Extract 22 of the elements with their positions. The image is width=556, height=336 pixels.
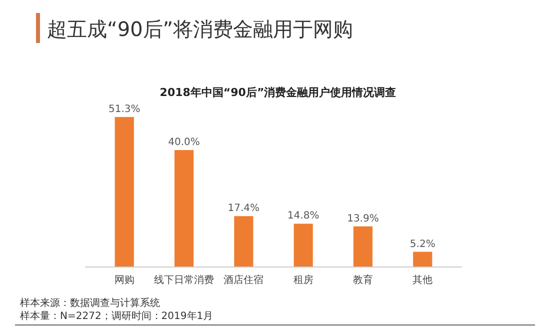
data-label: 14.8% bbox=[287, 210, 320, 222]
data-label: 51.3% bbox=[108, 104, 140, 115]
chart-subtitle: 2018年中国“90后”消费金融用户使用情况调查 bbox=[160, 86, 396, 99]
data-label: 5.2% bbox=[410, 238, 436, 250]
x-tick-label: 网购 bbox=[114, 275, 134, 286]
bar bbox=[114, 117, 134, 267]
data-label: 17.4% bbox=[228, 203, 260, 214]
x-tick-label: 线下日常消费 bbox=[154, 274, 214, 286]
x-tick-label: 租房 bbox=[293, 274, 314, 286]
chart-title: 超五成“90后”将消费金融用于网购 bbox=[47, 17, 354, 41]
x-tick-label: 教育 bbox=[352, 274, 373, 286]
data-label: 13.9% bbox=[347, 213, 379, 224]
text: 样本来源：数据调查与计算系统 bbox=[20, 297, 160, 309]
x-tick-label: 酒店住宿 bbox=[224, 274, 264, 286]
text: 样本量：N=2272；调研时间：2019年1月 bbox=[20, 310, 214, 322]
data-label: 40.0% bbox=[168, 137, 200, 148]
bar bbox=[353, 226, 373, 267]
x-tick-label: 其他 bbox=[412, 274, 433, 286]
bar bbox=[234, 216, 254, 267]
bar bbox=[294, 224, 313, 267]
bar bbox=[174, 150, 194, 267]
bar bbox=[413, 252, 432, 267]
